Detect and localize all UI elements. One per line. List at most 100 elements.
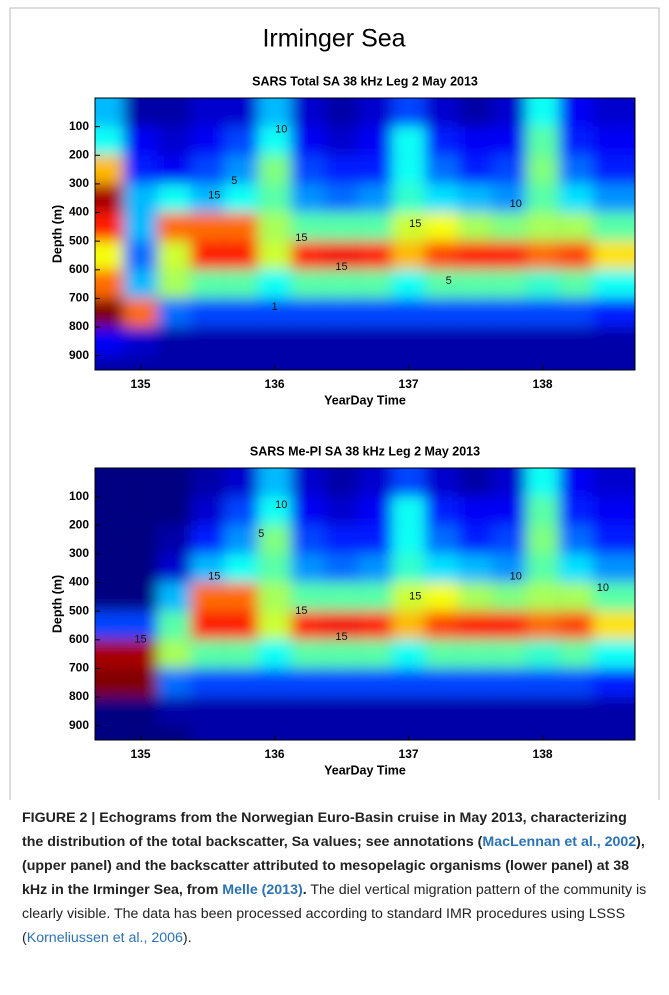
heat-cell	[291, 468, 325, 497]
heat-cell	[123, 212, 158, 242]
heat-cell	[458, 611, 493, 640]
heat-cell	[291, 212, 325, 242]
heat-cell	[425, 639, 459, 669]
heat-cell	[324, 582, 359, 612]
citation-link[interactable]: Melle (2013)	[222, 882, 303, 898]
heat-cell	[492, 668, 526, 698]
heat-cell	[592, 668, 635, 698]
heat-cell	[257, 212, 292, 242]
contour-label: 10	[597, 582, 609, 594]
heat-cell	[190, 525, 225, 554]
heat-cell	[123, 126, 158, 156]
heat-cell	[95, 155, 124, 184]
y-tick-label: 400	[69, 205, 89, 219]
x-tick-label: 136	[265, 377, 285, 391]
heat-cell	[95, 269, 124, 299]
y-tick-label: 600	[69, 262, 89, 276]
heat-cell	[257, 582, 292, 612]
heat-cell	[324, 525, 359, 554]
heat-cell	[492, 525, 526, 554]
figure-title: Irminger Sea	[262, 25, 405, 53]
citation-link[interactable]: MacLennan et al., 2002	[482, 834, 637, 850]
heat-cell	[291, 355, 325, 370]
heat-cell	[458, 155, 493, 184]
heat-cell	[224, 468, 258, 497]
heat-cell	[190, 611, 225, 640]
heat-cell	[95, 183, 124, 213]
contour-label: 5	[231, 175, 237, 187]
heat-cell	[190, 468, 225, 497]
heat-cell	[291, 155, 325, 184]
y-tick-label: 300	[69, 546, 89, 560]
heat-cell	[358, 468, 392, 497]
heat-cell	[559, 668, 593, 698]
y-tick-label: 400	[69, 575, 89, 589]
heat-cell	[592, 327, 635, 356]
heat-cell	[559, 496, 593, 526]
heat-cell	[559, 269, 593, 299]
heat-cell	[492, 126, 526, 156]
heat-cell	[257, 697, 292, 726]
heat-cell	[425, 582, 459, 612]
heat-cell	[592, 468, 635, 497]
y-axis-label: Depth (m)	[50, 205, 64, 263]
heat-cell	[391, 611, 426, 640]
heat-cell	[157, 611, 191, 640]
heat-cell	[391, 582, 426, 612]
heat-cell	[358, 327, 392, 356]
heat-cell	[95, 241, 124, 270]
heat-cell	[157, 468, 191, 497]
heat-cell	[492, 611, 526, 640]
heat-cell	[324, 327, 359, 356]
heat-cell	[157, 553, 191, 583]
y-axis-label: Depth (m)	[50, 575, 64, 633]
y-tick-label: 900	[69, 718, 89, 732]
heat-cell	[492, 298, 526, 328]
citation-link[interactable]: Korneliussen et al., 2006	[26, 930, 183, 946]
heat-cell	[123, 697, 158, 726]
heat-cell	[257, 269, 292, 299]
x-tick-label: 135	[131, 747, 151, 761]
heat-cell	[525, 269, 560, 299]
heat-cell	[559, 98, 593, 127]
heat-cell	[458, 98, 493, 127]
heat-cell	[358, 697, 392, 726]
heat-cell	[123, 468, 158, 497]
heat-cell	[95, 725, 124, 740]
heat-cell	[425, 725, 459, 740]
heat-cell	[95, 697, 124, 726]
heat-cell	[358, 98, 392, 127]
heat-cell	[257, 155, 292, 184]
heat-cell	[157, 126, 191, 156]
heat-cell	[190, 126, 225, 156]
heat-cell	[492, 639, 526, 669]
heat-cell	[123, 639, 158, 669]
heat-cell	[492, 496, 526, 526]
heat-cell	[525, 126, 560, 156]
heat-cell	[559, 212, 593, 242]
heat-cell	[391, 468, 426, 497]
heat-cell	[257, 525, 292, 554]
heat-cell	[95, 525, 124, 554]
heat-cell	[458, 668, 493, 698]
x-tick-label: 137	[399, 747, 419, 761]
heat-cell	[391, 155, 426, 184]
heat-cell	[425, 327, 459, 356]
caption-text: .	[302, 882, 307, 898]
heat-cell	[458, 327, 493, 356]
heat-cell	[291, 269, 325, 299]
heat-cell	[157, 155, 191, 184]
heat-cell	[157, 98, 191, 127]
heat-cell	[425, 355, 459, 370]
heat-cell	[324, 155, 359, 184]
heat-cell	[458, 525, 493, 554]
heat-cell	[224, 611, 258, 640]
heat-cell	[190, 155, 225, 184]
heat-cell	[224, 668, 258, 698]
heat-cell	[358, 496, 392, 526]
contour-label: 10	[510, 198, 522, 210]
heat-cell	[592, 725, 635, 740]
contour-label: 10	[275, 499, 287, 511]
heat-cell	[224, 298, 258, 328]
